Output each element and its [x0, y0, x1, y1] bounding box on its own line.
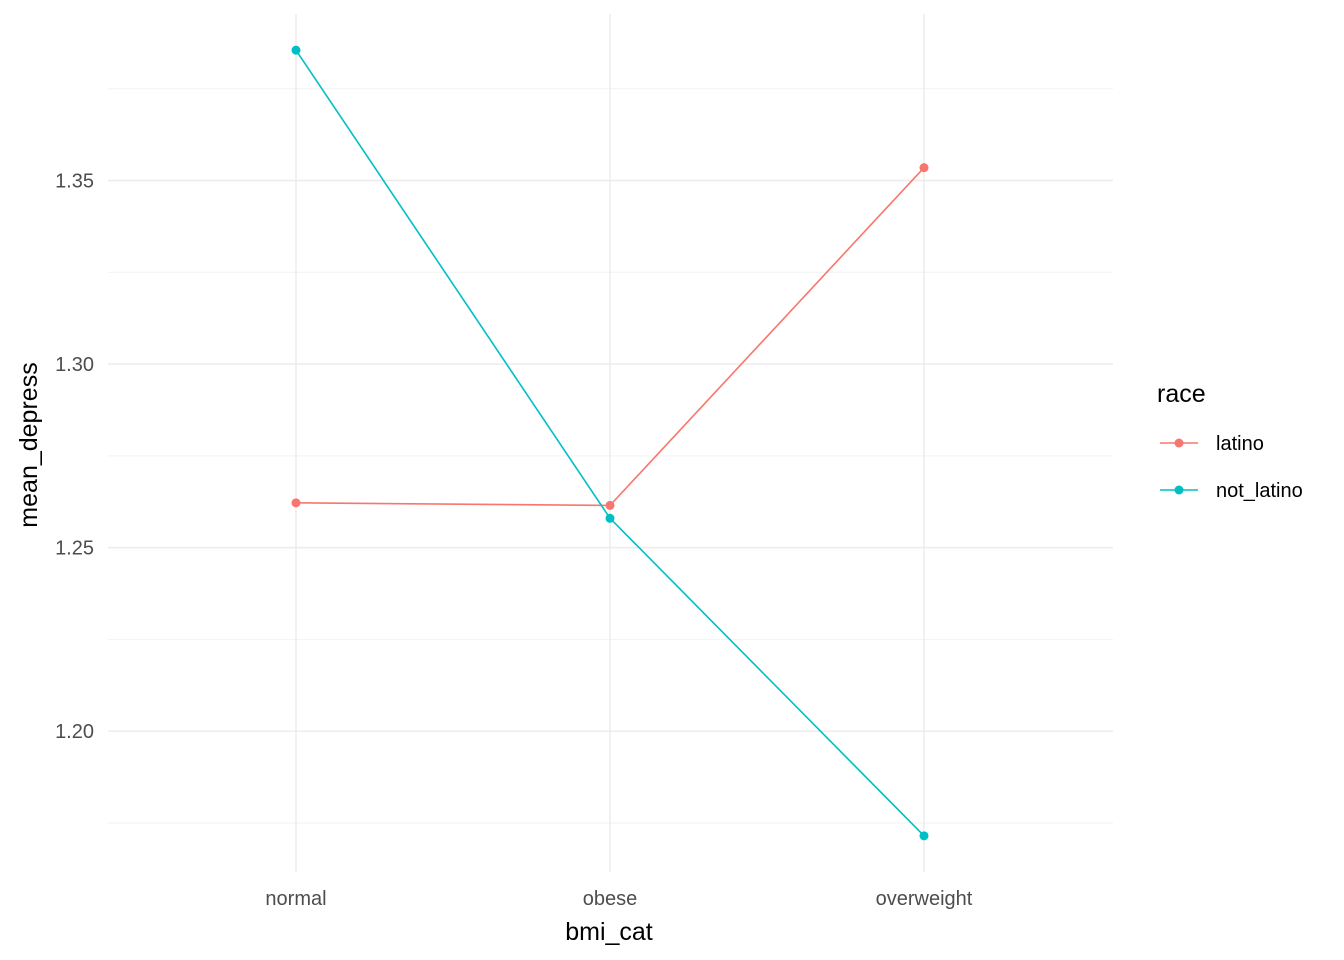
data-point-not_latino-overweight	[919, 831, 929, 841]
y-tick-label: 1.25	[55, 538, 94, 560]
legend-item-latino: latino	[1160, 433, 1264, 455]
x-tick-label: normal	[265, 888, 326, 910]
legend-key-point	[1174, 485, 1184, 495]
legend-label: latino	[1216, 433, 1264, 455]
y-tick-label: 1.20	[55, 721, 94, 743]
legend-title: race	[1157, 380, 1206, 408]
x-tick-label: overweight	[876, 888, 973, 910]
data-point-not_latino-obese	[605, 513, 615, 523]
y-axis-tick-labels: 1.20 1.25 1.30 1.35	[55, 170, 94, 743]
y-axis-title: mean_depress	[15, 362, 43, 527]
y-tick-label: 1.30	[55, 354, 94, 376]
data-point-latino-obese	[605, 500, 615, 510]
data-point-latino-normal	[291, 498, 301, 508]
x-tick-label: obese	[583, 888, 638, 910]
x-axis-tick-labels: normal obese overweight	[265, 888, 972, 910]
y-tick-label: 1.35	[55, 170, 94, 192]
legend-item-not_latino: not_latino	[1160, 480, 1303, 502]
grid	[108, 14, 1113, 872]
x-axis-title: bmi_cat	[565, 918, 653, 946]
legend: race latino not_latino	[1157, 380, 1303, 502]
legend-label: not_latino	[1216, 480, 1303, 502]
series-points	[291, 45, 929, 841]
legend-key-point	[1174, 438, 1184, 448]
data-point-not_latino-normal	[291, 45, 301, 55]
data-point-latino-overweight	[919, 163, 929, 173]
